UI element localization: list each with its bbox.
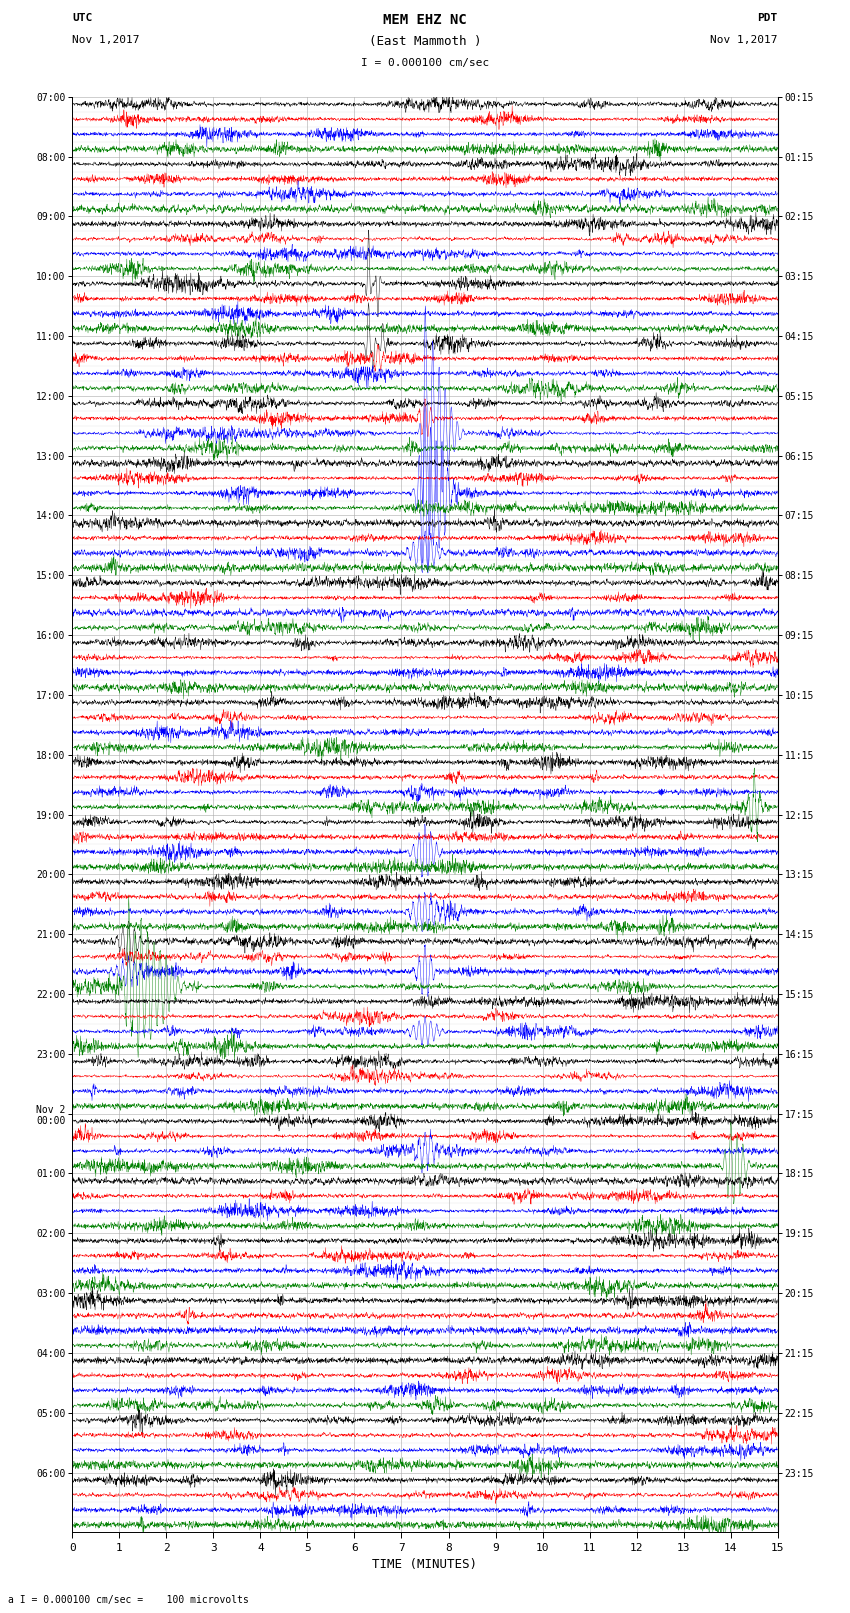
X-axis label: TIME (MINUTES): TIME (MINUTES) <box>372 1558 478 1571</box>
Text: UTC: UTC <box>72 13 93 23</box>
Text: I = 0.000100 cm/sec: I = 0.000100 cm/sec <box>361 58 489 68</box>
Text: PDT: PDT <box>757 13 778 23</box>
Text: MEM EHZ NC: MEM EHZ NC <box>383 13 467 27</box>
Text: (East Mammoth ): (East Mammoth ) <box>369 35 481 48</box>
Text: Nov 1,2017: Nov 1,2017 <box>72 35 139 45</box>
Text: a I = 0.000100 cm/sec =    100 microvolts: a I = 0.000100 cm/sec = 100 microvolts <box>8 1595 249 1605</box>
Text: Nov 1,2017: Nov 1,2017 <box>711 35 778 45</box>
